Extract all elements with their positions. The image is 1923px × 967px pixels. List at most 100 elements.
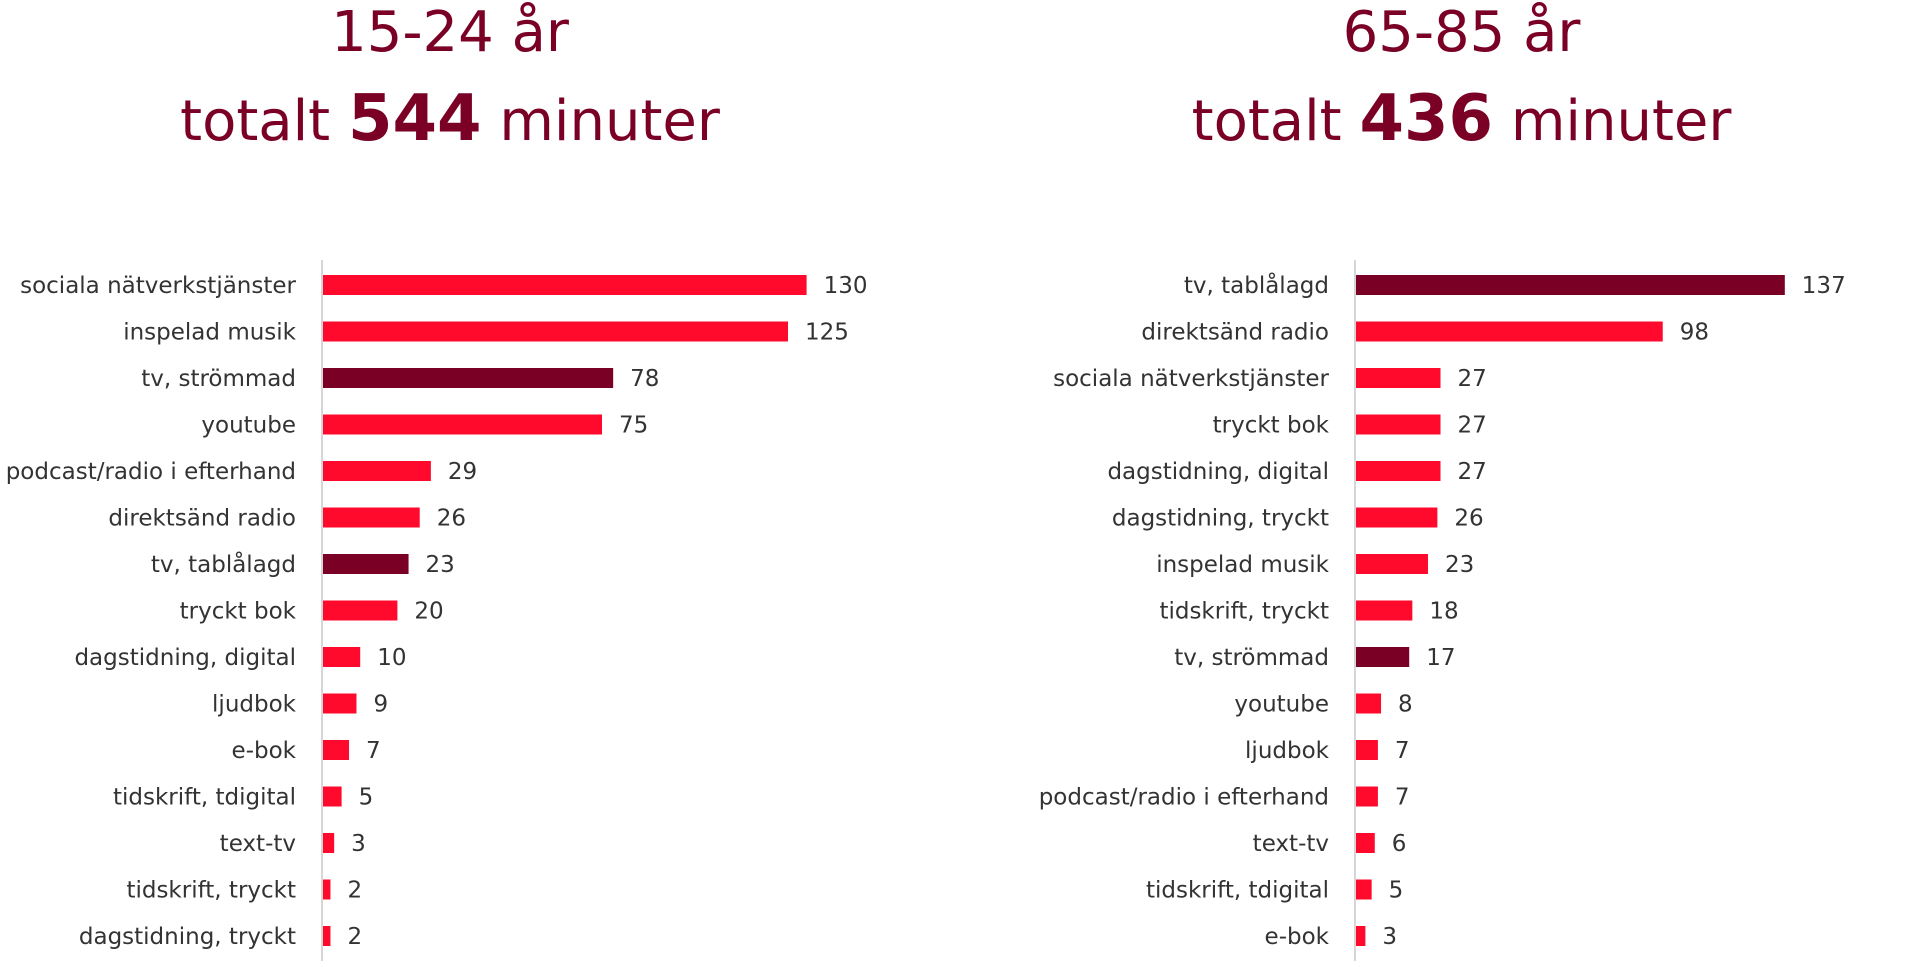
bar	[1356, 321, 1663, 342]
bar	[1356, 926, 1366, 946]
category-label: youtube	[201, 413, 296, 439]
data-label: 78	[630, 366, 659, 392]
category-label: e-bok	[232, 738, 297, 764]
data-label: 137	[1802, 273, 1846, 299]
chart-title-total: totalt 436 minuter	[1000, 83, 1923, 155]
category-label: tryckt bok	[1213, 413, 1330, 439]
title-suffix: minuter	[1510, 89, 1732, 154]
data-label: 125	[805, 320, 849, 346]
chart-title-total: totalt 544 minuter	[0, 83, 900, 155]
category-label: direktsänd radio	[108, 506, 296, 532]
bar	[323, 786, 342, 807]
category-label: tv, tablålagd	[151, 550, 296, 578]
data-label: 5	[359, 785, 374, 811]
bar	[323, 368, 614, 388]
category-label: tv, tablålagd	[1184, 271, 1329, 299]
bar	[1356, 368, 1441, 388]
category-label: tv, strömmad	[141, 366, 296, 392]
category-label: text-tv	[220, 831, 296, 857]
category-label: direktsänd radio	[1141, 320, 1329, 346]
data-label: 27	[1458, 459, 1487, 485]
bar	[323, 926, 331, 946]
bar	[323, 507, 420, 528]
bar	[323, 275, 807, 295]
bar	[323, 879, 331, 900]
data-label: 9	[373, 692, 388, 718]
category-label: youtube	[1234, 692, 1329, 718]
title-total-value: 436	[1359, 82, 1494, 156]
category-label: podcast/radio i efterhand	[6, 459, 296, 485]
chart-panel-15-24: 15-24 år totalt 544 minuter sociala nätv…	[0, 0, 900, 967]
bar	[323, 414, 602, 435]
data-label: 3	[351, 831, 366, 857]
chart-title-age: 65-85 år	[1342, 0, 1581, 65]
bar	[323, 740, 350, 760]
title-prefix: totalt	[1191, 89, 1342, 154]
bar	[323, 321, 788, 342]
data-label: 7	[1395, 738, 1410, 764]
bar	[1356, 554, 1428, 574]
data-label: 29	[448, 459, 477, 485]
bar	[1356, 740, 1378, 760]
bar-chart-15-24: sociala nätverkstjänster 130 inspelad musi…	[6, 260, 868, 961]
bar-chart-65-85: tv, tablålagd 137 direktsänd radio 98 social…	[1039, 260, 1846, 961]
bar	[323, 461, 431, 481]
data-label: 27	[1458, 366, 1487, 392]
category-label: podcast/radio i efterhand	[1039, 785, 1329, 811]
data-label: 17	[1426, 645, 1455, 671]
category-label: dagstidning, tryckt	[1112, 506, 1329, 532]
bar	[1356, 600, 1413, 621]
category-label: tidskrift, tryckt	[126, 878, 296, 904]
category-label: inspelad musik	[1156, 552, 1329, 578]
data-label: 2	[347, 878, 362, 904]
bar	[1356, 786, 1378, 807]
category-label: ljudbok	[1245, 738, 1330, 764]
bar	[1356, 461, 1441, 481]
category-label: tv, strömmad	[1174, 645, 1329, 671]
data-label: 6	[1392, 831, 1407, 857]
title-prefix: totalt	[180, 89, 331, 154]
chart-title-age: 15-24 år	[331, 0, 569, 65]
bar	[323, 647, 361, 667]
category-label: inspelad musik	[123, 320, 296, 346]
category-label: text-tv	[1253, 831, 1329, 857]
data-label: 26	[1454, 506, 1483, 532]
bar	[323, 600, 398, 621]
bar	[1356, 275, 1785, 295]
category-label: ljudbok	[212, 692, 297, 718]
data-label: 26	[437, 506, 466, 532]
data-label: 7	[366, 738, 381, 764]
data-label: 10	[377, 645, 406, 671]
category-label: tidskrift, tdigital	[113, 785, 296, 811]
data-label: 75	[619, 413, 648, 439]
category-label: sociala nätverkstjänster	[20, 273, 296, 299]
bar	[1356, 507, 1438, 528]
data-label: 23	[426, 552, 455, 578]
data-label: 20	[414, 599, 443, 625]
bar	[1356, 647, 1410, 667]
category-label: dagstidning, digital	[1107, 459, 1329, 485]
data-label: 8	[1398, 692, 1413, 718]
category-label: tidskrift, tryckt	[1159, 599, 1329, 625]
title-total-value: 544	[347, 82, 482, 156]
bar	[1356, 879, 1372, 900]
chart-panel-65-85: 65-85 år totalt 436 minuter tv, tablålag…	[1000, 0, 1923, 967]
bar	[1356, 833, 1375, 853]
data-label: 23	[1445, 552, 1474, 578]
category-label: sociala nätverkstjänster	[1053, 366, 1329, 392]
title-suffix: minuter	[499, 89, 720, 154]
bar	[323, 833, 335, 853]
data-label: 18	[1429, 599, 1458, 625]
data-label: 27	[1458, 413, 1487, 439]
category-label: tidskrift, tdigital	[1146, 878, 1329, 904]
category-label: e-bok	[1265, 924, 1330, 950]
data-label: 98	[1680, 320, 1709, 346]
data-label: 3	[1382, 924, 1397, 950]
bar	[323, 554, 409, 574]
category-label: dagstidning, digital	[74, 645, 296, 671]
data-label: 7	[1395, 785, 1410, 811]
bar	[323, 693, 357, 714]
bar	[1356, 693, 1382, 714]
data-label: 130	[824, 273, 868, 299]
category-label: tryckt bok	[180, 599, 297, 625]
